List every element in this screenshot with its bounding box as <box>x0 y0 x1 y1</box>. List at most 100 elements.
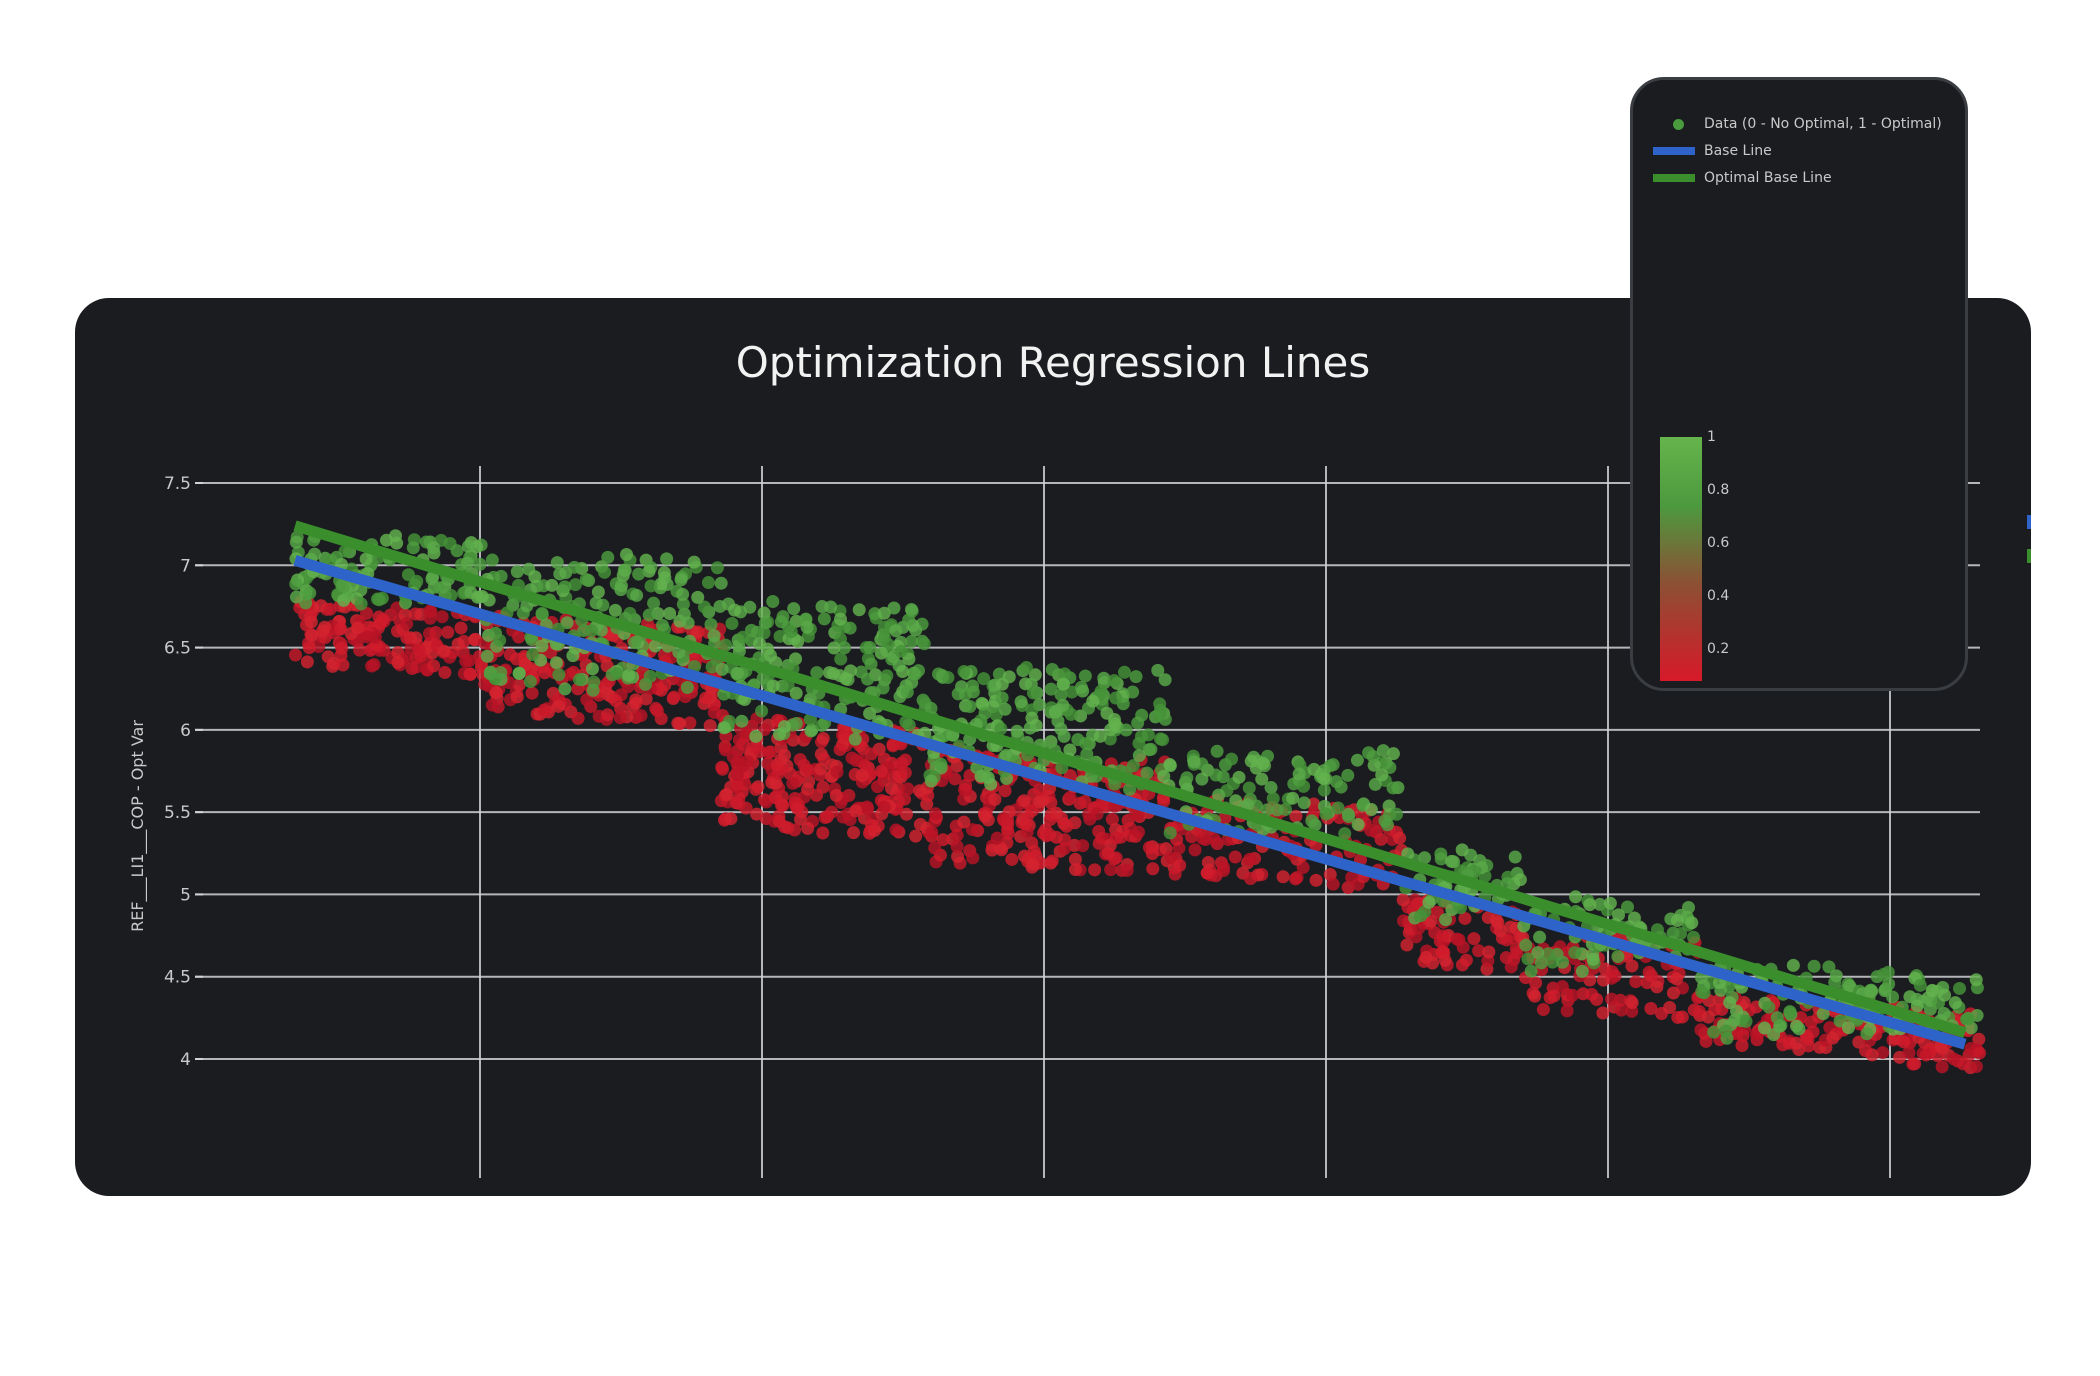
data-point-optimal <box>1132 748 1146 762</box>
data-point-optimal <box>1375 768 1389 782</box>
data-point-non-optimal <box>1424 914 1438 928</box>
data-point-non-optimal <box>1017 794 1031 808</box>
data-point-optimal <box>406 541 420 555</box>
data-point-optimal <box>1843 979 1857 993</box>
data-point-optimal <box>1151 663 1165 677</box>
data-point-optimal <box>789 717 803 731</box>
data-point-optimal <box>1937 1006 1951 1020</box>
data-point-optimal <box>1326 758 1340 772</box>
data-point-non-optimal <box>367 658 381 672</box>
data-point-non-optimal <box>1947 1052 1961 1066</box>
data-point-optimal <box>1078 669 1092 683</box>
data-point-non-optimal <box>525 686 539 700</box>
data-point-non-optimal <box>304 615 318 629</box>
y-tick-label: 6 <box>180 721 191 741</box>
data-point-optimal <box>1569 890 1583 904</box>
data-point-non-optimal <box>1078 795 1092 809</box>
data-point-non-optimal <box>629 693 643 707</box>
y-axis-label: REF___LI1___COP - Opt Var <box>128 720 148 932</box>
scatter-plot[interactable]: 7.5 7 6.5 6 5.5 5 4.5 4 REF___LI1___COP - Opt Va… <box>75 298 2031 1196</box>
y-tick-label: 7 <box>180 556 191 576</box>
data-point-optimal <box>924 774 938 788</box>
data-point-optimal <box>1225 752 1239 766</box>
data-point-optimal <box>379 533 393 547</box>
data-point-optimal <box>289 590 303 604</box>
data-point-non-optimal <box>1859 1044 1873 1058</box>
colorbar-tick: 0.2 <box>1707 641 1730 657</box>
data-point-optimal <box>1026 686 1040 700</box>
data-point-optimal <box>545 578 559 592</box>
data-point-non-optimal <box>1025 836 1039 850</box>
data-point-optimal <box>1414 909 1428 923</box>
data-point-optimal <box>289 577 303 591</box>
data-point-optimal <box>1338 827 1352 841</box>
data-point-optimal <box>1910 999 1924 1013</box>
data-point-optimal <box>1739 1014 1753 1028</box>
data-point-non-optimal <box>510 690 524 704</box>
data-point-non-optimal <box>816 731 830 745</box>
data-point-optimal <box>359 552 373 566</box>
y-tick-label: 5 <box>180 885 191 905</box>
data-point-optimal <box>755 704 769 718</box>
colorbar-tick: 0.4 <box>1707 588 1730 604</box>
data-point-non-optimal <box>368 630 382 644</box>
data-point-non-optimal <box>730 778 744 792</box>
data-point-optimal <box>843 621 857 635</box>
y-tick-label: 4 <box>180 1050 191 1070</box>
data-point-optimal <box>618 563 632 577</box>
data-point-non-optimal <box>998 784 1012 798</box>
data-point-non-optimal <box>1499 951 1513 965</box>
data-point-non-optimal <box>816 826 830 840</box>
colorbar-tick: 0.6 <box>1707 535 1730 551</box>
data-point-non-optimal <box>1555 980 1569 994</box>
data-point-non-optimal <box>1400 938 1414 952</box>
legend-item-optimal-base-line[interactable]: Optimal Base Line <box>1653 167 1832 189</box>
colorbar <box>1660 437 1702 681</box>
data-point-optimal <box>877 631 891 645</box>
data-point-non-optimal <box>1528 989 1542 1003</box>
data-point-optimal <box>1860 1027 1874 1041</box>
data-point-optimal <box>354 597 368 611</box>
data-point-optimal <box>1695 985 1709 999</box>
data-point-optimal <box>1524 964 1538 978</box>
data-point-optimal <box>308 547 322 561</box>
data-point-optimal <box>1822 960 1836 974</box>
data-point-non-optimal <box>1536 1003 1550 1017</box>
data-point-optimal <box>1969 973 1983 987</box>
data-point-non-optimal <box>1043 813 1057 827</box>
data-point-optimal <box>1129 670 1143 684</box>
legend-item-data[interactable]: Data (0 - No Optimal, 1 - Optimal) <box>1653 113 1942 135</box>
data-point-optimal <box>1256 756 1270 770</box>
data-point-optimal <box>643 669 657 683</box>
data-point-optimal <box>1816 1007 1830 1021</box>
data-point-optimal <box>951 687 965 701</box>
data-point-optimal <box>647 596 661 610</box>
data-point-non-optimal <box>405 661 419 675</box>
data-point-optimal <box>598 565 612 579</box>
data-point-non-optimal <box>1393 831 1407 845</box>
data-point-optimal <box>995 691 1009 705</box>
data-point-non-optimal <box>1590 992 1604 1006</box>
data-point-optimal <box>1380 818 1394 832</box>
data-point-non-optimal <box>1902 1046 1916 1060</box>
data-point-optimal <box>743 600 757 614</box>
data-point-optimal <box>1687 930 1701 944</box>
data-point-non-optimal <box>400 617 414 631</box>
legend-item-base-line[interactable]: Base Line <box>1653 140 1772 162</box>
data-point-optimal <box>1131 716 1145 730</box>
data-point-optimal <box>1948 996 1962 1010</box>
data-point-non-optimal <box>1341 881 1355 895</box>
data-point-non-optimal <box>1419 950 1433 964</box>
data-point-non-optimal <box>489 686 503 700</box>
data-point-optimal <box>844 664 858 678</box>
data-point-non-optimal <box>1671 1010 1685 1024</box>
data-point-non-optimal <box>1596 1006 1610 1020</box>
data-point-non-optimal <box>1105 812 1119 826</box>
edge-mark-blue <box>2027 515 2031 529</box>
data-point-optimal <box>601 550 615 564</box>
data-point-optimal <box>1080 747 1094 761</box>
data-point-non-optimal <box>1063 790 1077 804</box>
data-point-optimal <box>586 683 600 697</box>
data-point-optimal <box>303 586 317 600</box>
data-point-non-optimal <box>1109 831 1123 845</box>
